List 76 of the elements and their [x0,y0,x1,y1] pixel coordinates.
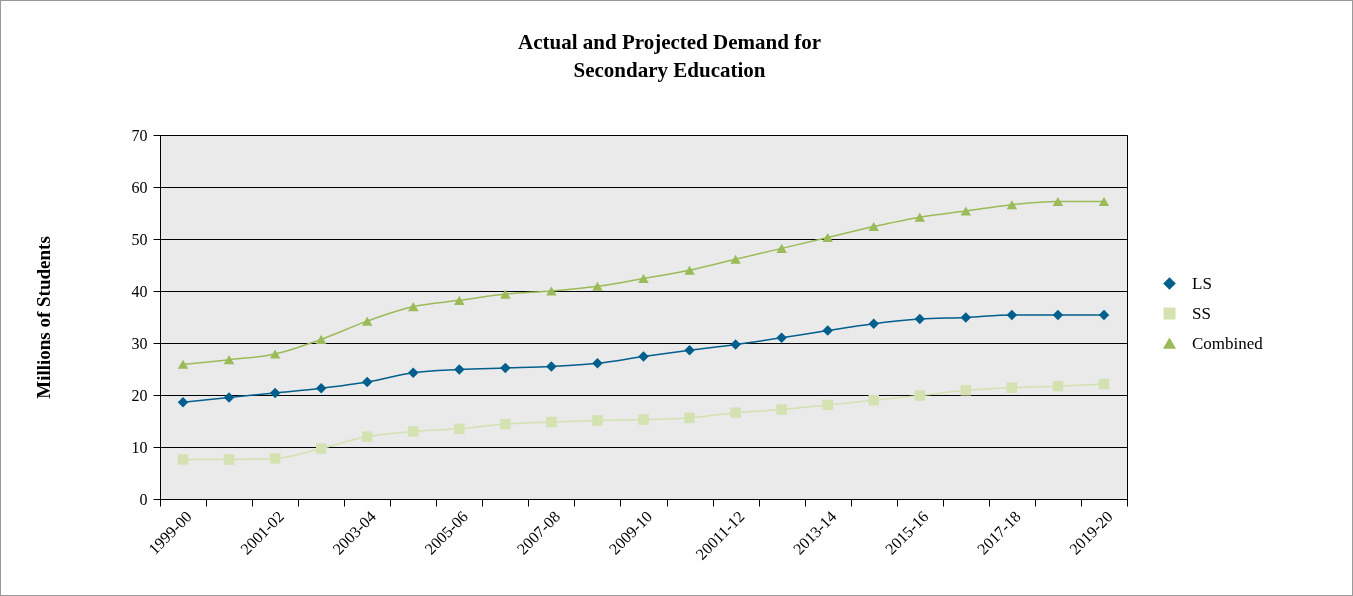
point [177,454,189,465]
point [914,313,926,325]
point [546,286,557,296]
point [361,431,373,442]
point [500,362,511,374]
point [1006,382,1018,393]
point [730,407,741,418]
point [454,423,465,435]
point [592,358,603,369]
point [684,345,695,356]
point [684,265,695,275]
point [1098,309,1110,321]
point [684,412,695,424]
point [868,318,879,329]
point [454,295,465,305]
point [822,399,833,411]
point [408,367,419,378]
chart-title: Actual and Projected Demand for Secondary Education [518,30,821,82]
y-tick-label: 0 [139,490,148,508]
point [776,243,787,253]
point [592,281,603,291]
point [914,390,926,401]
point [269,387,281,399]
y-axis-title: Millions of Students [32,236,54,399]
point [822,325,833,336]
point [546,416,557,428]
point [223,355,235,365]
point [1052,380,1064,392]
y-tick-label: 70 [131,126,148,144]
y-tick-label: 60 [131,178,148,196]
point [730,339,741,350]
point [638,351,649,362]
point [1098,197,1110,207]
point [1006,200,1018,210]
point [868,221,879,232]
y-tick-label: 40 [131,282,148,300]
point [177,359,189,369]
point [269,453,281,464]
point [822,232,833,242]
point [361,376,373,388]
point [776,404,787,415]
point [1006,309,1018,321]
point [960,206,972,216]
point [776,332,787,344]
point [315,383,327,394]
y-tick-label: 20 [131,386,148,404]
legend-label: Combined [1192,333,1264,353]
point [315,334,327,344]
point [1098,378,1110,390]
y-tick-label: 30 [131,334,148,352]
point [1052,197,1064,207]
point [914,212,926,222]
legend-label: SS [1192,303,1211,323]
point [361,316,373,326]
point [223,392,235,403]
legend-label: LS [1192,273,1212,293]
point [500,289,511,299]
point [408,302,419,312]
point [730,254,741,264]
point [638,273,649,284]
y-tick-label: 50 [131,230,148,248]
point [408,426,419,437]
point [1052,309,1064,321]
point [868,394,879,406]
point [223,454,235,465]
point [500,418,511,430]
point [454,364,465,375]
point [960,312,972,323]
point [177,397,189,408]
point [546,361,557,372]
point [592,415,603,426]
point [960,385,972,396]
point [638,414,649,425]
y-tick-label: 10 [131,438,148,456]
point [269,349,281,359]
point [315,443,327,454]
